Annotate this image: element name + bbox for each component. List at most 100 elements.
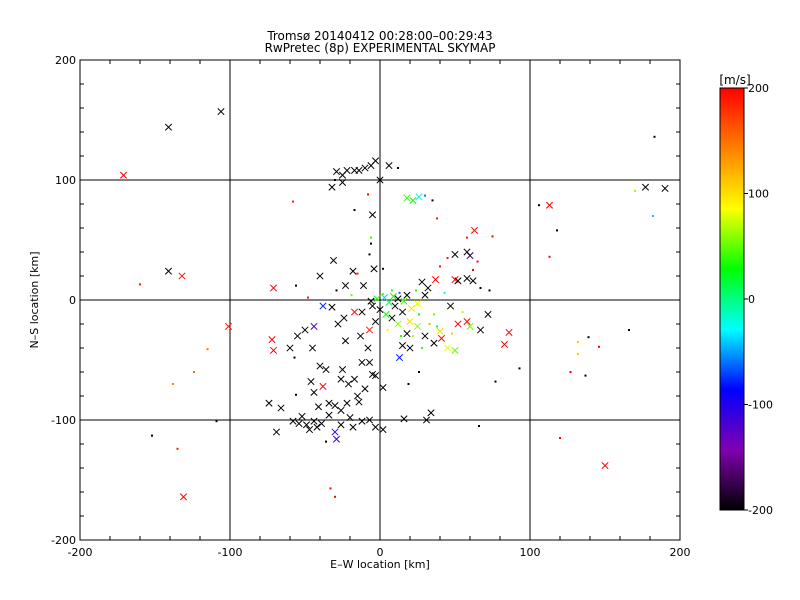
data-point-dot <box>433 313 435 316</box>
cross-stroke <box>545 201 554 209</box>
cross-stroke <box>385 162 393 170</box>
data-point-dot <box>488 289 491 292</box>
data-point-dot <box>307 296 309 299</box>
data-point-dot <box>368 253 371 256</box>
cross-stroke <box>289 417 297 425</box>
data-point-dot <box>407 383 410 385</box>
data-point-cross <box>355 166 363 174</box>
cross-stroke <box>437 334 446 342</box>
data-point-cross <box>400 415 408 423</box>
data-point-cross <box>164 123 173 131</box>
data-point-cross <box>293 332 302 340</box>
data-point-dot <box>400 335 402 337</box>
cross-stroke <box>337 406 345 414</box>
data-point-dot <box>421 347 423 349</box>
cross-stroke <box>317 420 326 428</box>
colorbar-tick-label: 200 <box>748 82 769 95</box>
data-point-cross <box>368 302 377 310</box>
data-point-cross <box>431 276 440 284</box>
data-point-dot <box>439 265 441 268</box>
cross-stroke <box>319 382 327 390</box>
data-point-cross <box>269 284 278 292</box>
cross-stroke <box>367 297 375 305</box>
data-point-cross <box>334 320 342 328</box>
data-point-cross <box>353 392 362 400</box>
cross-stroke <box>356 332 365 340</box>
data-point-cross <box>403 194 411 202</box>
cross-stroke <box>310 388 318 396</box>
cross-stroke <box>328 303 336 311</box>
cross-stroke <box>344 380 353 388</box>
data-points <box>119 108 669 501</box>
data-point-cross <box>641 183 650 191</box>
data-point-cross <box>389 292 398 300</box>
cross-stroke <box>395 354 404 362</box>
data-point-dot <box>584 374 587 377</box>
cross-stroke <box>454 320 462 328</box>
cross-stroke <box>421 332 429 340</box>
data-point-cross <box>340 314 348 322</box>
y-tick-label: -200 <box>51 534 76 547</box>
data-point-cross <box>443 344 452 352</box>
data-point-dot <box>172 383 174 385</box>
data-point-cross <box>322 366 330 374</box>
cross-stroke <box>371 372 380 380</box>
data-point-cross <box>269 346 278 354</box>
data-point-cross <box>328 183 336 191</box>
data-point-cross <box>302 421 311 429</box>
data-point-dot <box>353 209 356 211</box>
cross-stroke <box>332 435 341 443</box>
cross-stroke <box>322 366 330 374</box>
data-point-dot <box>412 335 414 337</box>
data-point-dot <box>418 371 420 373</box>
data-point-cross <box>437 334 446 342</box>
data-point-cross <box>328 303 336 311</box>
data-point-cross <box>358 417 366 425</box>
data-point-cross <box>178 272 186 280</box>
cross-stroke <box>368 370 377 378</box>
cross-stroke <box>400 415 408 423</box>
cross-stroke <box>343 166 351 174</box>
cross-stroke <box>431 276 440 284</box>
chart-title: Tromsø 20140412 00:28:00–00:29:43 <box>266 29 492 43</box>
cross-stroke <box>436 327 444 335</box>
data-point-dot <box>424 194 426 197</box>
cross-stroke <box>403 194 411 202</box>
data-point-dot <box>446 257 449 259</box>
cross-stroke <box>286 344 294 352</box>
data-point-cross <box>310 322 318 330</box>
cross-stroke <box>365 416 374 424</box>
data-point-cross <box>398 342 407 350</box>
data-point-cross <box>413 300 422 308</box>
cross-stroke <box>388 314 396 322</box>
cross-stroke <box>302 421 311 429</box>
cross-stroke <box>331 402 339 410</box>
data-point-cross <box>466 252 474 260</box>
cross-stroke <box>454 277 462 285</box>
data-point-dot <box>472 269 474 271</box>
data-point-cross <box>371 318 380 326</box>
data-point-dot <box>329 487 332 490</box>
cross-stroke <box>355 166 363 174</box>
data-point-dot <box>386 329 389 331</box>
cross-stroke <box>334 320 342 328</box>
cross-stroke <box>469 277 477 285</box>
cross-stroke <box>379 384 387 392</box>
data-point-cross <box>316 362 324 370</box>
data-point-cross <box>359 282 368 290</box>
cross-stroke <box>361 385 369 393</box>
data-point-dot <box>293 356 296 359</box>
data-point-cross <box>356 332 365 340</box>
cross-stroke <box>661 184 669 192</box>
data-point-dot <box>350 294 353 297</box>
data-point-cross <box>301 326 309 334</box>
cross-stroke <box>601 462 609 470</box>
cross-stroke <box>349 423 357 431</box>
data-point-cross <box>364 344 372 352</box>
data-point-cross <box>427 409 435 417</box>
data-point-dot <box>295 284 297 287</box>
data-point-cross <box>272 428 281 436</box>
data-point-cross <box>295 420 303 428</box>
data-point-cross <box>331 428 339 436</box>
cross-stroke <box>430 339 438 347</box>
